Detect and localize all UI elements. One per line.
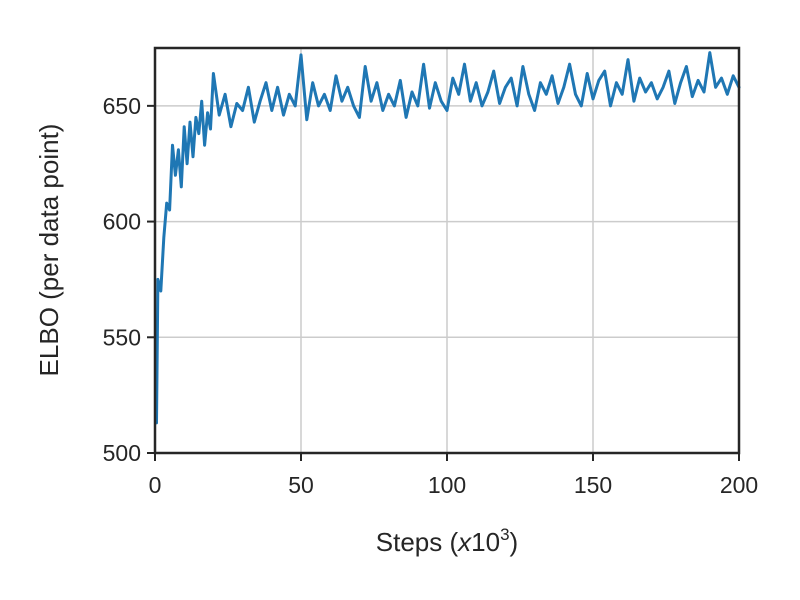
x-tick-label: 200 [720,472,758,498]
y-tick-label: 650 [103,93,141,119]
x-tick-label: 0 [149,472,162,498]
x-tick-label: 50 [288,472,314,498]
x-tick-label: 100 [428,472,466,498]
y-tick-label: 550 [103,324,141,350]
series-line [155,51,741,425]
tick-labels: 0 50 100 150 200 500 550 600 650 [103,93,759,498]
series-group [155,51,741,425]
x-tick-label: 150 [574,472,612,498]
axis-ticks [147,104,740,461]
y-axis-label: ELBO (per data point) [34,124,64,377]
x-axis-label: Steps (x103) [376,525,518,557]
y-tick-label: 500 [103,440,141,466]
y-tick-label: 600 [103,209,141,235]
